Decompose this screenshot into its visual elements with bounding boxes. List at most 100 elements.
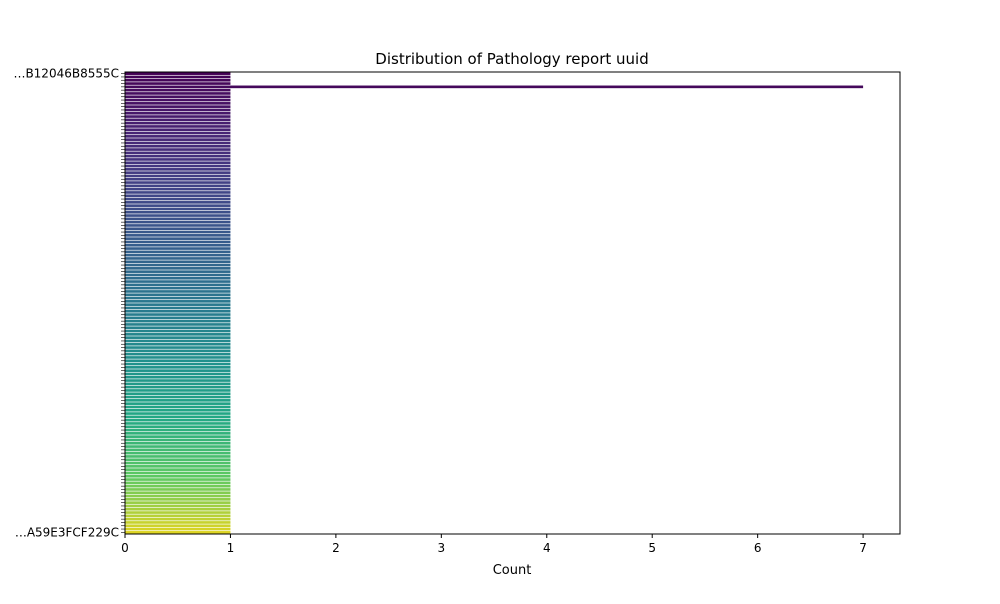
bar [125, 448, 231, 452]
bar [125, 342, 231, 346]
bar [125, 280, 231, 283]
bar [125, 521, 231, 524]
bar [125, 204, 231, 207]
bar [125, 507, 231, 511]
bar [125, 471, 231, 475]
bar [125, 531, 231, 534]
bar [125, 227, 231, 231]
bar [125, 257, 231, 260]
bar [125, 465, 231, 468]
bar [125, 339, 231, 343]
bar [125, 333, 231, 336]
bar [125, 524, 231, 528]
bar [125, 484, 231, 488]
bar [125, 214, 231, 217]
bar [125, 455, 231, 458]
bar [125, 359, 231, 363]
x-tick-label: 5 [648, 541, 656, 555]
bar [125, 88, 231, 92]
bar [125, 75, 231, 79]
bar [125, 435, 231, 438]
bar [125, 303, 231, 306]
bar [125, 181, 231, 184]
x-tick-label: 6 [754, 541, 762, 555]
bar [125, 438, 231, 442]
x-tick-label: 3 [438, 541, 446, 555]
bar [125, 458, 231, 462]
bar [125, 300, 231, 303]
bar [125, 468, 231, 471]
bar [125, 352, 231, 356]
bar [125, 326, 231, 330]
bar [125, 389, 231, 392]
bar [125, 230, 231, 234]
bar [125, 372, 231, 376]
bar [125, 306, 231, 310]
bar [125, 138, 231, 141]
bar [125, 415, 231, 419]
bar [125, 105, 231, 108]
bar [125, 283, 231, 287]
bar [125, 309, 231, 313]
bar [125, 366, 231, 369]
bar [125, 461, 231, 465]
bar [125, 412, 231, 415]
bar [125, 144, 231, 148]
bar [125, 82, 231, 85]
y-tick-label: …B12046B8555C [13, 67, 119, 81]
bar [125, 161, 231, 165]
bar [125, 445, 231, 448]
bar [125, 115, 231, 118]
bar [125, 72, 231, 75]
bars-group [125, 72, 864, 534]
bar [125, 250, 231, 254]
bar [125, 253, 231, 257]
bar [125, 385, 231, 389]
bar [125, 234, 231, 237]
bar [125, 154, 231, 158]
bar [125, 243, 231, 247]
chart-title: Distribution of Pathology report uuid [375, 50, 648, 68]
bar [125, 177, 231, 181]
bar [125, 514, 231, 518]
bar [125, 201, 231, 204]
bar [125, 267, 231, 270]
bar [125, 323, 231, 326]
bar [125, 527, 231, 531]
bar [125, 319, 231, 323]
bar [125, 125, 231, 128]
bar [125, 405, 231, 409]
bar [125, 273, 231, 277]
bar [125, 293, 231, 297]
bar [125, 224, 231, 227]
bar [125, 92, 231, 95]
bar [125, 474, 231, 478]
bar [125, 316, 231, 320]
bar [125, 425, 231, 429]
bar [125, 210, 231, 214]
bar [125, 329, 231, 333]
bar [125, 187, 231, 191]
bar [125, 95, 231, 99]
bar [125, 118, 231, 122]
x-axis-label: Count [493, 563, 532, 578]
bar [125, 220, 231, 224]
bar [125, 158, 231, 161]
bar [125, 290, 231, 293]
bar [125, 478, 231, 481]
bar [125, 237, 231, 240]
bar [125, 194, 231, 198]
x-tick-label: 1 [227, 541, 235, 555]
bar [125, 382, 231, 386]
bar [125, 375, 231, 379]
bar [125, 197, 231, 201]
bar [125, 408, 231, 412]
bar [125, 148, 231, 151]
bar [125, 349, 231, 353]
x-tick-label: 4 [543, 541, 551, 555]
bar [125, 501, 231, 504]
bar [125, 276, 231, 280]
bar [125, 313, 231, 316]
bar [125, 270, 231, 273]
